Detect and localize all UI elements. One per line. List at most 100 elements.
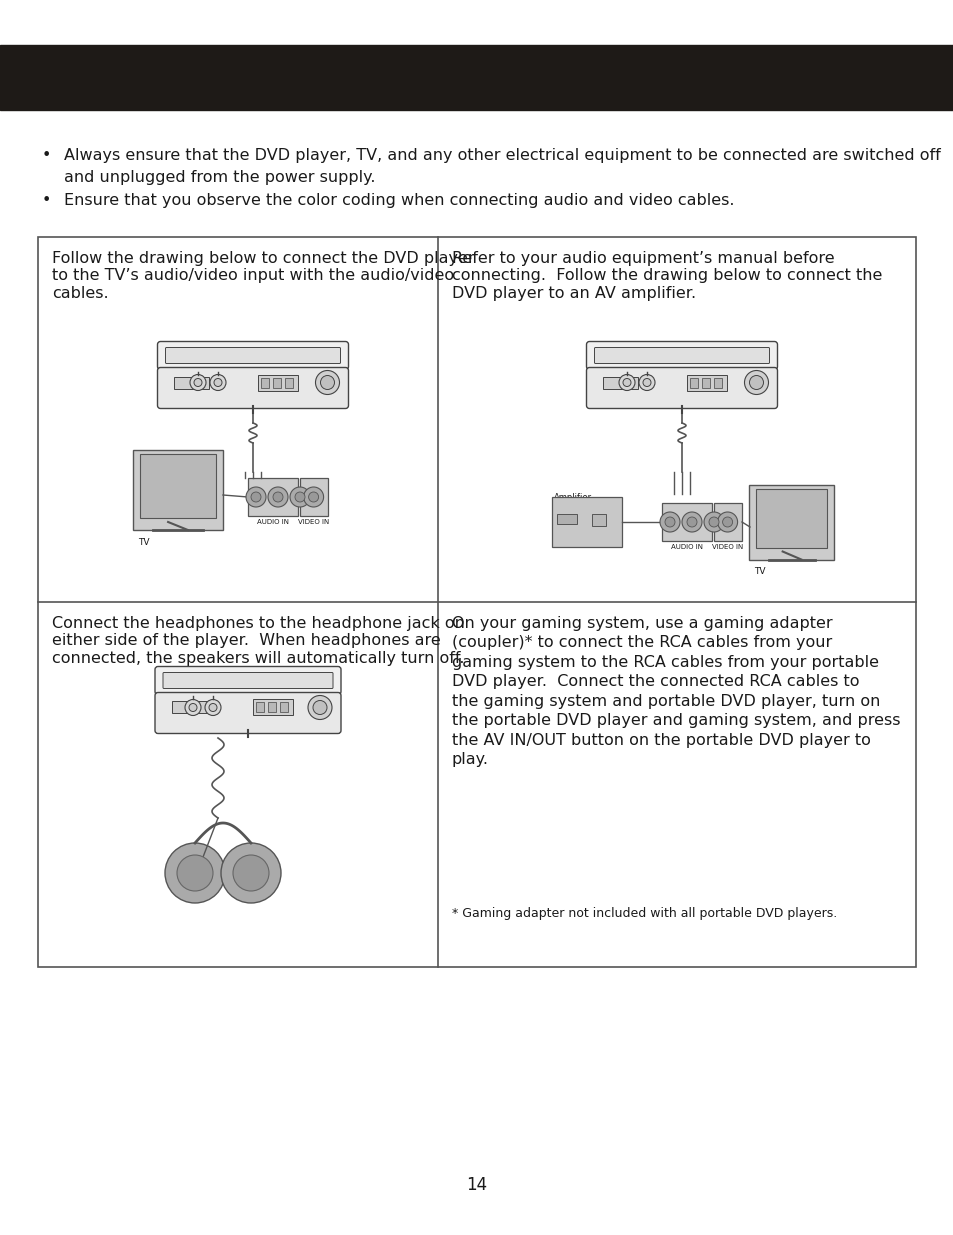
Circle shape: [165, 844, 225, 903]
Circle shape: [268, 487, 288, 508]
Text: gaming system to the RCA cables from your portable: gaming system to the RCA cables from you…: [452, 655, 878, 671]
Text: Ensure that you observe the color coding when connecting audio and video cables.: Ensure that you observe the color coding…: [64, 193, 734, 207]
Bar: [140, 454, 215, 517]
Circle shape: [708, 517, 719, 527]
Circle shape: [189, 704, 196, 711]
Bar: [248, 478, 297, 516]
Circle shape: [743, 370, 768, 394]
Circle shape: [190, 374, 206, 390]
Bar: [299, 478, 328, 516]
Circle shape: [308, 492, 318, 501]
Circle shape: [273, 492, 283, 501]
Circle shape: [681, 513, 701, 532]
Circle shape: [622, 378, 630, 387]
Bar: [38, 237, 915, 967]
Text: TV: TV: [754, 568, 765, 577]
Circle shape: [315, 370, 339, 394]
Bar: [174, 377, 210, 389]
Bar: [713, 378, 721, 388]
Circle shape: [177, 855, 213, 890]
Circle shape: [664, 517, 675, 527]
Bar: [255, 703, 264, 713]
Text: the gaming system and portable DVD player, turn on: the gaming system and portable DVD playe…: [452, 694, 880, 709]
Text: TV: TV: [138, 538, 150, 547]
Bar: [661, 503, 711, 541]
Text: and unplugged from the power supply.: and unplugged from the power supply.: [64, 170, 375, 185]
Text: Connect the headphones to the headphone jack on
either side of the player.  When: Connect the headphones to the headphone …: [52, 616, 464, 666]
Circle shape: [639, 374, 655, 390]
Circle shape: [721, 517, 732, 527]
Text: VIDEO IN: VIDEO IN: [297, 519, 329, 525]
Bar: [285, 378, 293, 388]
Text: * Gaming adapter not included with all portable DVD players.: * Gaming adapter not included with all p…: [452, 906, 837, 920]
Circle shape: [193, 378, 202, 387]
Circle shape: [303, 487, 323, 508]
FancyBboxPatch shape: [586, 368, 777, 409]
Text: Always ensure that the DVD player, TV, and any other electrical equipment to be : Always ensure that the DVD player, TV, a…: [64, 148, 940, 163]
FancyBboxPatch shape: [594, 347, 769, 363]
Text: Amplifier: Amplifier: [554, 493, 592, 501]
Circle shape: [246, 487, 266, 508]
Bar: [273, 378, 281, 388]
Bar: [713, 503, 741, 541]
Circle shape: [221, 844, 281, 903]
Bar: [686, 374, 726, 390]
Bar: [592, 514, 605, 526]
FancyBboxPatch shape: [154, 667, 340, 694]
Text: On your gaming system, use a gaming adapter: On your gaming system, use a gaming adap…: [452, 616, 832, 631]
Circle shape: [294, 492, 305, 501]
Text: VIDEO IN: VIDEO IN: [711, 543, 742, 550]
Bar: [257, 374, 297, 390]
Text: the portable DVD player and gaming system, and press: the portable DVD player and gaming syste…: [452, 714, 900, 729]
Bar: [557, 514, 577, 524]
Circle shape: [618, 374, 635, 390]
Circle shape: [659, 513, 679, 532]
Text: Follow the drawing below to connect the DVD player
to the TV’s audio/video input: Follow the drawing below to connect the …: [52, 251, 475, 301]
Text: Refer to your audio equipment’s manual before
connecting.  Follow the drawing be: Refer to your audio equipment’s manual b…: [452, 251, 882, 301]
Circle shape: [209, 704, 216, 711]
Circle shape: [185, 699, 201, 715]
Bar: [0, 44, 953, 110]
Bar: [280, 703, 288, 713]
FancyBboxPatch shape: [586, 342, 777, 369]
Text: AUDIO IN: AUDIO IN: [670, 543, 702, 550]
Circle shape: [703, 513, 723, 532]
Circle shape: [642, 378, 650, 387]
Bar: [261, 378, 269, 388]
FancyBboxPatch shape: [157, 368, 348, 409]
Circle shape: [749, 375, 762, 389]
Circle shape: [308, 695, 332, 720]
Text: the AV IN/OUT button on the portable DVD player to: the AV IN/OUT button on the portable DVD…: [452, 734, 870, 748]
Circle shape: [320, 375, 335, 389]
Circle shape: [213, 378, 222, 387]
Text: •: •: [42, 148, 51, 163]
Circle shape: [233, 855, 269, 890]
FancyBboxPatch shape: [165, 347, 340, 363]
Text: •: •: [42, 193, 51, 207]
Bar: [268, 703, 275, 713]
FancyBboxPatch shape: [157, 342, 348, 369]
Text: DVD player.  Connect the connected RCA cables to: DVD player. Connect the connected RCA ca…: [452, 674, 859, 689]
FancyBboxPatch shape: [163, 673, 333, 688]
Bar: [701, 378, 709, 388]
Bar: [552, 496, 621, 547]
Circle shape: [251, 492, 261, 501]
Circle shape: [717, 513, 737, 532]
Bar: [132, 450, 223, 530]
Bar: [749, 484, 834, 559]
Circle shape: [686, 517, 697, 527]
FancyBboxPatch shape: [154, 693, 340, 734]
Circle shape: [205, 699, 221, 715]
Circle shape: [313, 700, 327, 715]
Text: (coupler)* to connect the RCA cables from your: (coupler)* to connect the RCA cables fro…: [452, 636, 831, 651]
Bar: [756, 489, 826, 547]
Circle shape: [290, 487, 310, 508]
Text: play.: play.: [452, 752, 489, 767]
Bar: [603, 377, 638, 389]
Bar: [253, 699, 293, 715]
Bar: [689, 378, 698, 388]
Bar: [172, 701, 207, 714]
Circle shape: [210, 374, 226, 390]
Text: 14: 14: [466, 1176, 487, 1194]
Text: AUDIO IN: AUDIO IN: [256, 519, 289, 525]
